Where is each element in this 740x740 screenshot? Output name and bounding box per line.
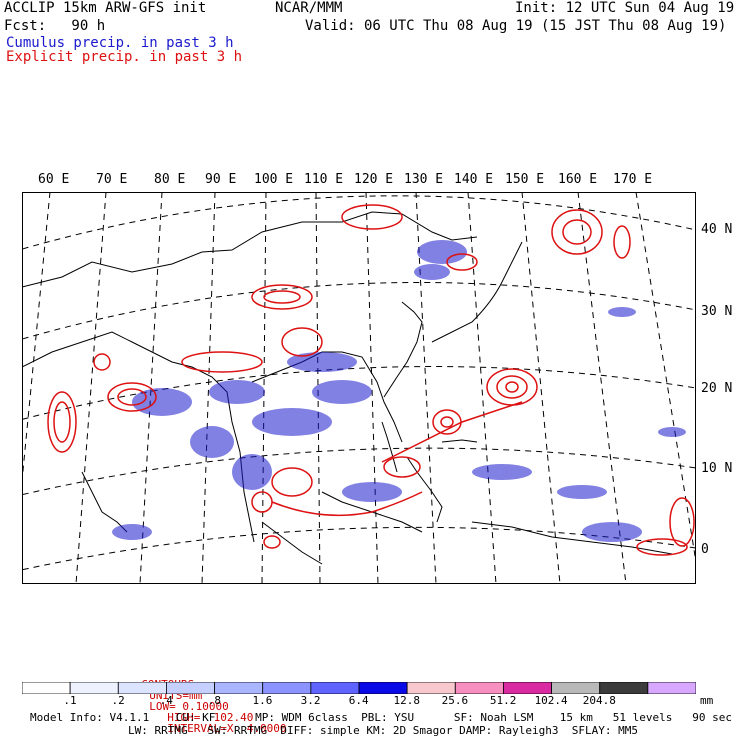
lon-label: 100 E <box>254 172 294 187</box>
coastlines <box>22 211 673 565</box>
colorbar-box <box>117 682 167 694</box>
colorbar-tick-label: 204.8 <box>582 694 616 707</box>
colorbar-box <box>310 682 360 694</box>
colorbar-box <box>22 682 71 694</box>
colorbar-tick-label: .8 <box>207 694 222 707</box>
title-model: ACCLIP 15km ARW-GFS init <box>4 0 207 16</box>
model-info-line1: Model Info: V4.1.1 CU: KF MP: WDM 6class… <box>30 711 732 724</box>
valid-time: Valid: 06 UTC Thu 08 Aug 19 (15 JST Thu … <box>305 18 727 34</box>
lon-label: 140 E <box>454 172 494 187</box>
colorbar-box <box>262 682 312 694</box>
legend-cumulus: Cumulus precip. in past 3 h <box>6 35 234 51</box>
colorbar-unit: mm <box>700 694 714 707</box>
colorbar-box <box>647 682 696 694</box>
colorbar-tick-label: 12.8 <box>393 694 421 707</box>
colorbar-box <box>406 682 456 694</box>
lon-label: 150 E <box>505 172 545 187</box>
lat-label: 20 N <box>701 381 733 396</box>
colorbar-box <box>599 682 649 694</box>
colorbar-tick-label: 25.6 <box>441 694 469 707</box>
colorbar-tick-label: 1.6 <box>252 694 273 707</box>
colorbar-box <box>214 682 264 694</box>
model-info-line2: LW: RRTMG SW: RRTMG DIFF: simple KM: 2D … <box>128 724 638 737</box>
lat-label: 30 N <box>701 304 733 319</box>
contours-units: UNITS=mm <box>149 689 203 702</box>
map-frame <box>22 192 696 584</box>
lat-label: 10 N <box>701 461 733 476</box>
colorbar-tick-label: .4 <box>159 694 173 707</box>
contours-low: LOW= 0.10000 <box>149 700 229 713</box>
lon-label: 160 E <box>558 172 598 187</box>
lon-label: 70 E <box>96 172 128 187</box>
lat-label: 40 N <box>701 222 733 237</box>
colorbar-tick-label: 102.4 <box>534 694 568 707</box>
legend-explicit: Explicit precip. in past 3 h <box>6 49 243 65</box>
colorbar-box <box>166 682 215 694</box>
precipitation-map <box>22 192 696 584</box>
lon-label: 120 E <box>354 172 394 187</box>
cumulus-precip <box>112 240 686 542</box>
colorbar-tick-label: .2 <box>111 694 125 707</box>
lon-label: 110 E <box>304 172 344 187</box>
institution-label: NCAR/MMM <box>275 0 343 16</box>
contours-interval: INTERVAL=X 4.0000 <box>167 722 287 735</box>
colorbar-box <box>358 682 408 694</box>
colorbar-box <box>551 682 601 694</box>
colorbar-box <box>69 682 119 694</box>
lat-label: 0 <box>701 542 709 557</box>
init-time: Init: 12 UTC Sun 04 Aug 19 <box>515 0 735 16</box>
colorbar-tick-label: .1 <box>63 694 77 707</box>
meridian-lines <box>22 192 696 584</box>
forecast-hour: Fcst: 90 h <box>4 18 106 34</box>
colorbar-tick-label: 3.2 <box>300 694 321 707</box>
explicit-precip <box>47 204 695 556</box>
contours-high: HIGH= 102.40 <box>167 711 254 724</box>
lon-label: 90 E <box>205 172 237 187</box>
colorbar-tick-label: 51.2 <box>489 694 517 707</box>
colorbar-tick-label: 6.4 <box>348 694 369 707</box>
colorbar-box <box>454 682 504 694</box>
lon-label: 60 E <box>38 172 70 187</box>
lon-label: 80 E <box>154 172 186 187</box>
lon-label: 170 E <box>613 172 653 187</box>
lon-label: 130 E <box>404 172 444 187</box>
colorbar <box>22 682 696 694</box>
colorbar-box <box>503 682 552 694</box>
